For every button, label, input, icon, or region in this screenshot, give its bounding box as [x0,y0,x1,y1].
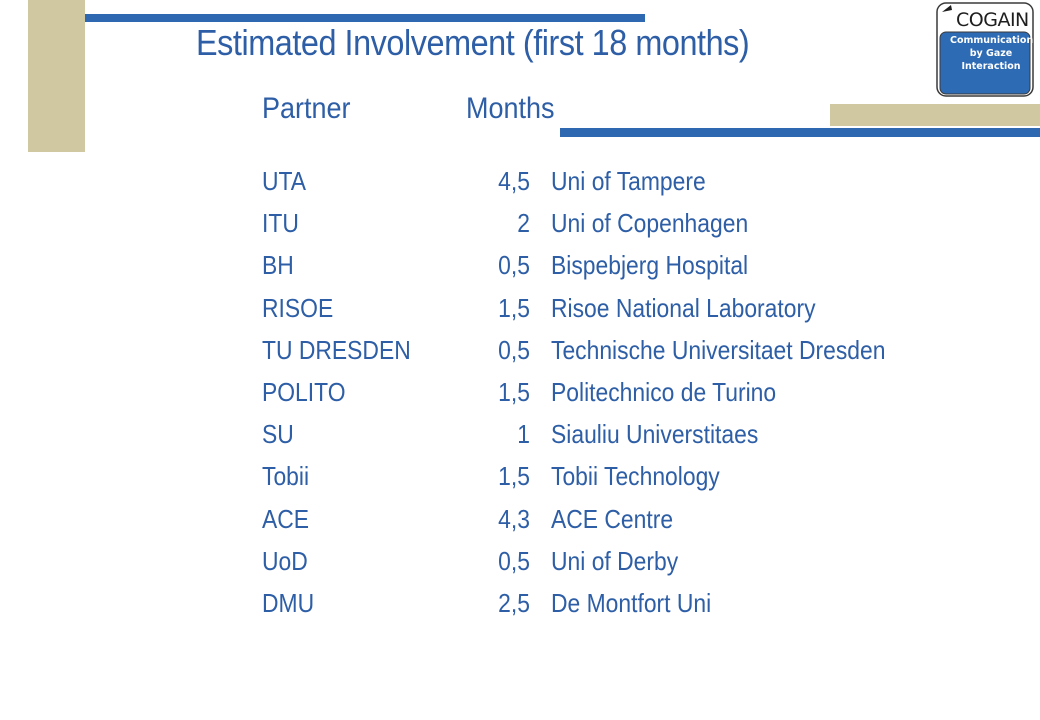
table-row: UTA 4,5 Uni of Tampere [0,166,1040,208]
table-row: ACE 4,3 ACE Centre [0,504,1040,546]
logo-tagline: Communication by Gaze Interaction [950,34,1034,73]
months-cell: 1,5 [498,461,530,492]
institution-cell: De Montfort Uni [551,587,712,618]
institution-cell: ACE Centre [551,503,674,534]
institution-cell: Uni of Tampere [551,166,706,196]
table-row: ITU 2 Uni of Copenhagen [0,208,1040,250]
months-cell: 4,5 [498,166,530,196]
partner-cell: ITU [262,208,299,239]
slide-title: Estimated Involvement (first 18 months) [196,22,750,63]
partner-cell: Tobii [262,461,310,492]
decorative-right-block [830,104,1040,126]
months-cell: 0,5 [498,545,530,576]
decorative-right-rule [560,128,1040,137]
months-cell: 0,5 [498,334,530,365]
institution-cell: Tobii Technology [551,461,720,492]
partner-cell: TU DRESDEN [262,334,411,365]
cogain-logo [936,2,1034,97]
logo-tagline-line: Interaction [961,61,1021,72]
table-row: POLITO 1,5 Politechnico de Turino [0,377,1040,419]
months-cell: 1,5 [498,376,530,407]
months-cell: 0,5 [498,250,530,281]
partner-cell: BH [262,250,294,281]
table-row: Tobii 1,5 Tobii Technology [0,461,1040,503]
institution-cell: Uni of Derby [551,545,679,576]
institution-cell: Bispebjerg Hospital [551,250,749,281]
partner-cell: UTA [262,166,307,196]
decorative-left-bar [28,0,85,152]
table-row: BH 0,5 Bispebjerg Hospital [0,250,1040,292]
months-cell: 2 [517,208,530,239]
institution-cell: Technische Universitaet Dresden [551,334,886,365]
logo-name: COGAIN [956,9,1029,31]
decorative-top-rule [85,14,645,22]
partner-cell: RISOE [262,292,334,323]
partner-cell: UoD [262,545,308,576]
institution-cell: Siauliu Universtitaes [551,419,759,450]
table-row: UoD 0,5 Uni of Derby [0,546,1040,588]
partner-cell: DMU [262,587,315,618]
partner-cell: ACE [262,503,310,534]
table-row: DMU 2,5 De Montfort Uni [0,588,1040,630]
table-row: SU 1 Siauliu Universtitaes [0,419,1040,461]
partner-cell: POLITO [262,376,346,407]
institution-cell: Risoe National Laboratory [551,292,816,323]
partner-table: UTA 4,5 Uni of Tampere ITU 2 Uni of Cope… [0,166,1040,630]
months-cell: 2,5 [498,587,530,618]
eye-arrow-icon [942,5,952,12]
table-row: RISOE 1,5 Risoe National Laboratory [0,293,1040,335]
institution-cell: Uni of Copenhagen [551,208,749,239]
table-row: TU DRESDEN 0,5 Technische Universitaet D… [0,335,1040,377]
logo-tagline-line: Communication [950,35,1034,46]
column-header-partner: Partner [262,92,351,125]
logo-tagline-line: by Gaze [969,48,1013,59]
months-cell: 1 [517,419,530,450]
months-cell: 4,3 [498,503,530,534]
institution-cell: Politechnico de Turino [551,376,777,407]
partner-cell: SU [262,419,294,450]
column-header-months: Months [466,92,555,125]
months-cell: 1,5 [498,292,530,323]
